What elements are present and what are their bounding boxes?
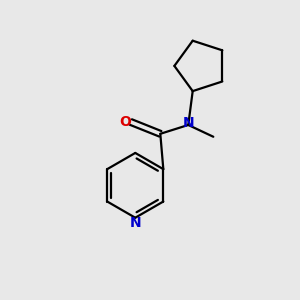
Text: N: N — [130, 216, 141, 230]
Text: N: N — [182, 116, 194, 130]
Text: O: O — [120, 115, 131, 129]
